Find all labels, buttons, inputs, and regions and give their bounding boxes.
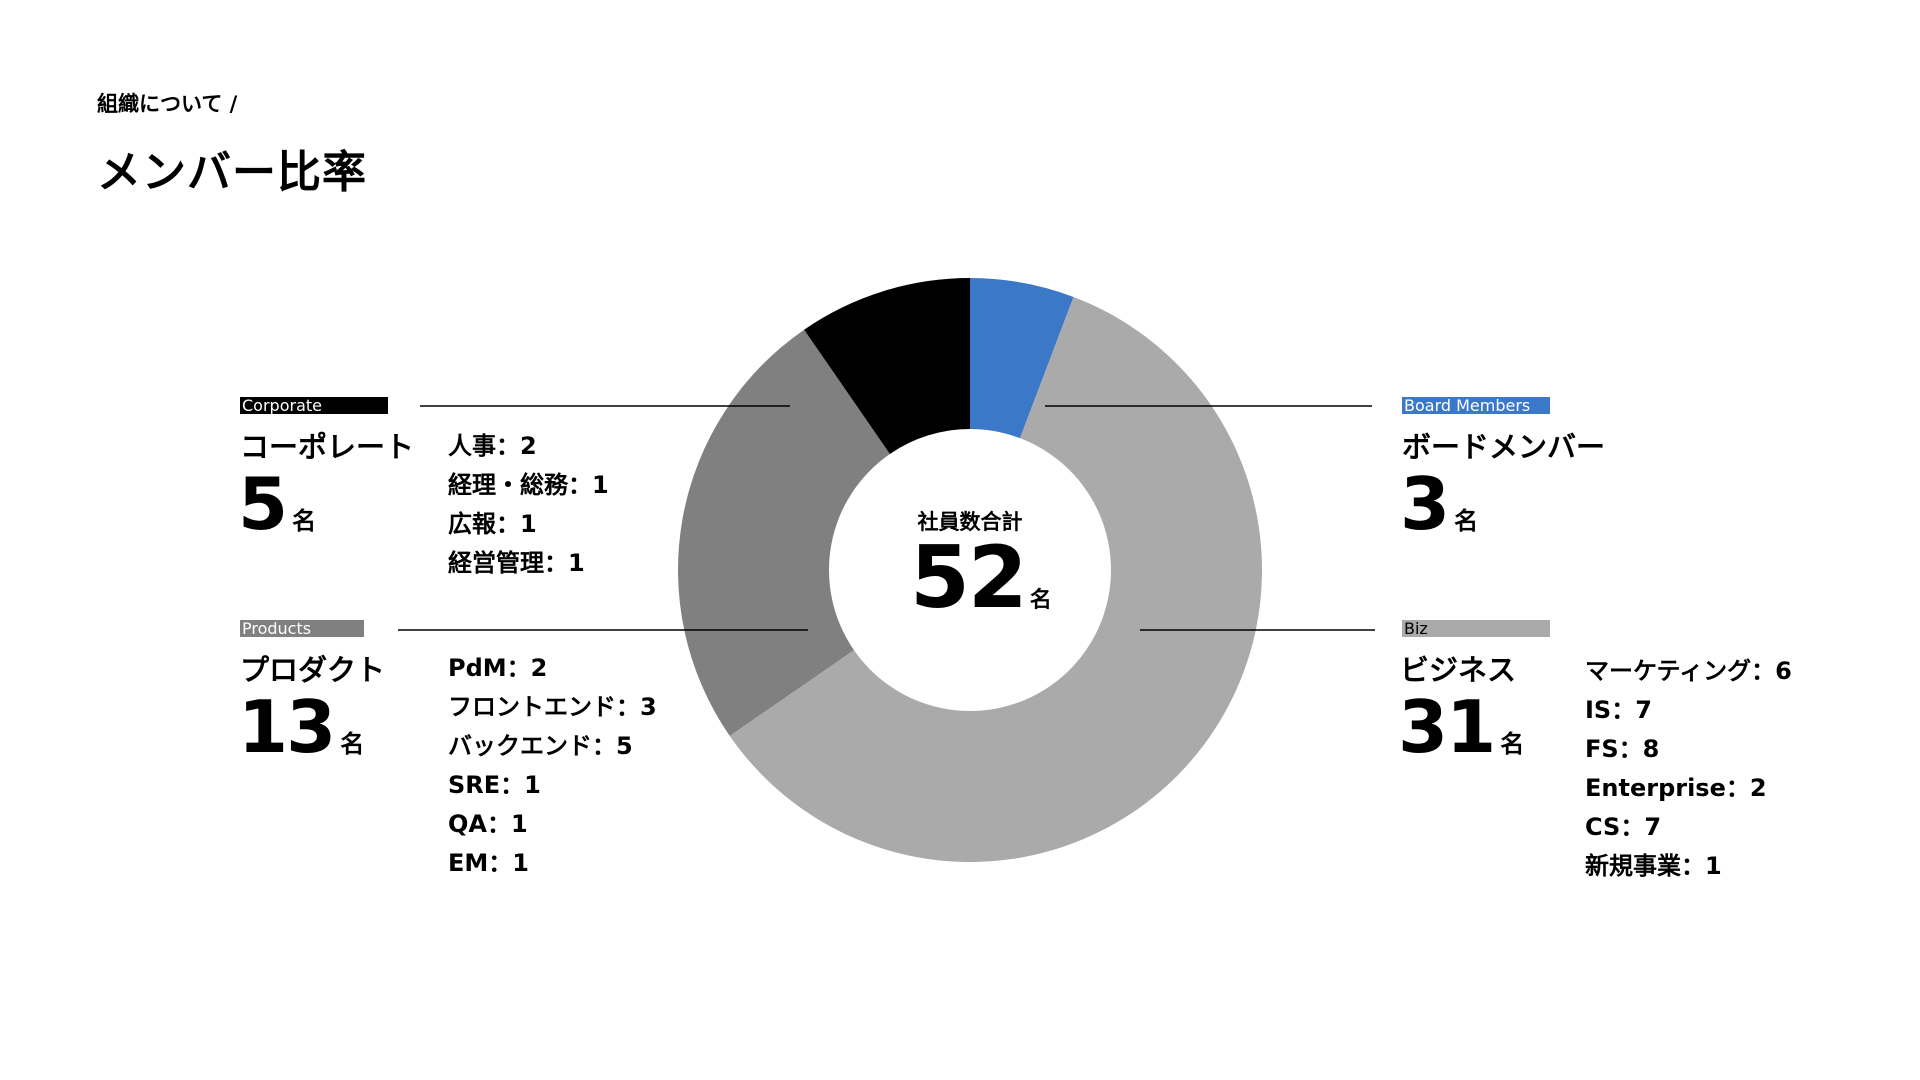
donut-slice-biz [729,296,1262,863]
breakdown-item: バックエンド：5 [448,732,633,760]
count-board-members-value: 3 [1400,462,1450,546]
breakdown-item: EM：1 [448,849,529,877]
group-name-products: プロダクト [240,653,386,687]
total-count-unit: 名 [1029,588,1052,613]
breakdown-item: 広報：1 [448,510,537,538]
breakdown-item: マーケティング：6 [1585,657,1792,685]
breakdown-item: 人事：2 [448,432,537,460]
group-name-board-members: ボードメンバー [1402,430,1606,464]
count-products-value: 13 [238,685,336,769]
breakdown-item: PdM：2 [448,654,548,682]
breakdown-item: CS：7 [1585,813,1662,841]
breakdown-products: PdM：2 フロントエンド：3 バックエンド：5 SRE：1 QA：1 EM：1 [448,649,657,883]
count-corporate-value: 5 [238,462,288,546]
count-corporate-unit: 名 [292,507,317,535]
count-products-unit: 名 [340,730,365,758]
breakdown-corporate: 人事：2 経理・総務：1 広報：1 経営管理：1 [448,427,609,583]
count-biz-value: 31 [1398,685,1496,769]
breakdown-item: フロントエンド：3 [448,693,657,721]
breakdown-item: QA：1 [448,810,528,838]
tag-board-members: Board Members [1402,397,1550,414]
donut-slice-corporate [804,278,970,454]
count-biz: 31 名 [1398,691,1524,763]
breakdown-item: SRE：1 [448,771,541,799]
group-name-biz: ビジネス [1400,653,1517,687]
tag-corporate: Corporate [240,397,388,414]
page-title: メンバー比率 [97,147,367,198]
total-label: 社員数合計 [917,510,1023,534]
donut-slice-products [678,329,890,736]
breakdown-item: FS：8 [1585,735,1660,763]
breakdown-item: IS：7 [1585,696,1652,724]
count-products: 13 名 [238,691,364,763]
total-count-value: 52 [910,528,1028,628]
breakdown-item: 経営管理：1 [448,549,585,577]
breakdown-item: Enterprise：2 [1585,774,1767,802]
breakdown-biz: マーケティング：6 IS：7 FS：8 Enterprise：2 CS：7 新規事業：1 [1585,652,1792,886]
count-board-members-unit: 名 [1454,507,1479,535]
tag-products: Products [240,620,364,637]
breadcrumb: 組織について / [97,92,238,116]
breakdown-item: 新規事業：1 [1585,852,1722,880]
donut-slice-board-members [970,278,1074,439]
breakdown-item: 経理・総務：1 [448,471,609,499]
count-biz-unit: 名 [1500,730,1525,758]
tag-biz: Biz [1402,620,1550,637]
group-name-corporate: コーポレート [240,430,415,464]
total-count: 52 名 [910,535,1052,621]
